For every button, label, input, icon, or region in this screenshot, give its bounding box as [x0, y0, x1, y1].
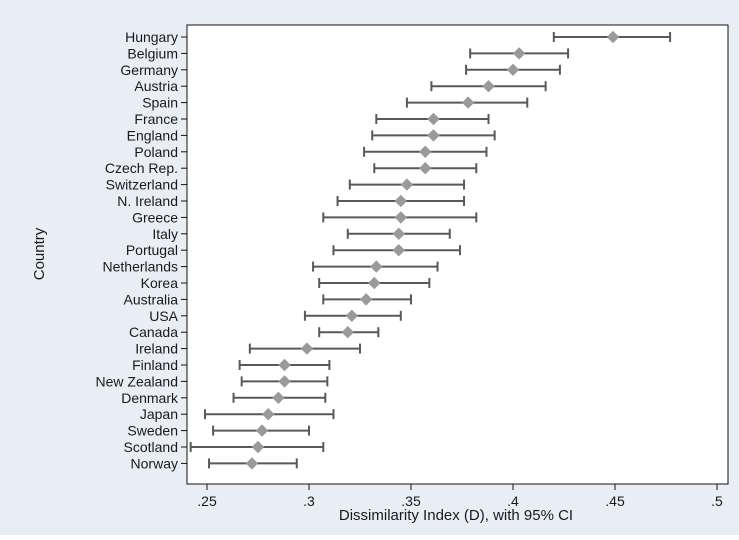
data-point-marker	[368, 276, 381, 290]
data-point-marker	[392, 227, 405, 241]
data-point-marker	[606, 30, 620, 44]
data-point-marker	[251, 440, 265, 454]
data-point-marker	[341, 325, 354, 339]
x-tick-label: .35	[401, 493, 421, 509]
data-point-marker	[370, 260, 383, 273]
y-tick-label: Germany	[120, 62, 178, 78]
x-axis-title: Dissimilarity Index (D), with 95% CI	[339, 507, 573, 524]
data-point-marker	[419, 161, 432, 175]
y-tick-label: Portugal	[126, 242, 178, 258]
y-tick-label: Poland	[134, 144, 178, 160]
y-tick-label: France	[134, 111, 178, 127]
y-tick-label: Finland	[132, 357, 178, 373]
y-tick-label: Australia	[124, 291, 179, 307]
data-point-marker	[461, 96, 475, 109]
y-axis: HungaryBelgiumGermanyAustriaSpainFranceE…	[96, 29, 187, 471]
y-tick-label: Denmark	[121, 390, 179, 406]
x-tick-label: .25	[197, 493, 217, 509]
data-point-marker	[427, 112, 440, 126]
data-point-marker	[359, 293, 373, 306]
data-point-marker	[394, 211, 408, 224]
y-tick-label: Norway	[131, 455, 178, 471]
data-point-marker	[427, 129, 440, 142]
y-tick-label: Canada	[129, 324, 178, 340]
x-tick-label: .45	[605, 493, 625, 509]
data-point-marker	[245, 457, 259, 470]
y-tick-label: N. Ireland	[117, 193, 178, 209]
data-point-marker	[506, 63, 520, 77]
y-tick-label: Italy	[152, 226, 178, 242]
data-point-marker	[392, 243, 405, 257]
y-tick-label: Sweden	[127, 423, 178, 439]
data-point-marker	[482, 79, 495, 93]
y-tick-label: Austria	[134, 78, 178, 94]
data-point-marker	[300, 342, 314, 355]
y-tick-label: New Zealand	[96, 373, 179, 389]
data-point-marker	[272, 391, 285, 405]
data-point-marker	[512, 47, 526, 60]
data-point-marker	[419, 145, 432, 159]
y-tick-label: Netherlands	[103, 259, 179, 275]
data-point-marker	[394, 194, 408, 208]
data-point-marker	[278, 358, 291, 372]
x-tick-label: .5	[711, 493, 723, 509]
x-tick-label: .4	[507, 493, 519, 509]
y-tick-label: Belgium	[127, 45, 178, 61]
data-point-marker	[345, 309, 359, 323]
y-tick-label: Scotland	[124, 439, 178, 455]
y-tick-label: Spain	[142, 95, 178, 111]
data-point-marker	[255, 424, 269, 437]
y-tick-label: Korea	[141, 275, 179, 291]
y-tick-label: Hungary	[125, 29, 178, 45]
data-point-marker	[261, 407, 275, 421]
y-tick-label: Czech Rep.	[105, 160, 178, 176]
y-axis-title: Country	[31, 227, 48, 280]
y-tick-label: Switzerland	[106, 177, 178, 193]
y-tick-label: England	[127, 127, 178, 143]
plot-area	[186, 24, 729, 485]
x-axis: .25 .3 .35 .4 .45 .5	[197, 484, 723, 509]
data-point-marker	[278, 375, 291, 388]
y-tick-label: USA	[149, 308, 178, 324]
y-tick-label: Greece	[132, 209, 178, 225]
y-tick-label: Ireland	[135, 341, 178, 357]
data-point-marker	[400, 178, 414, 191]
markers-layer	[245, 30, 620, 470]
y-tick-label: Japan	[140, 406, 178, 422]
x-tick-label: .3	[303, 493, 315, 509]
